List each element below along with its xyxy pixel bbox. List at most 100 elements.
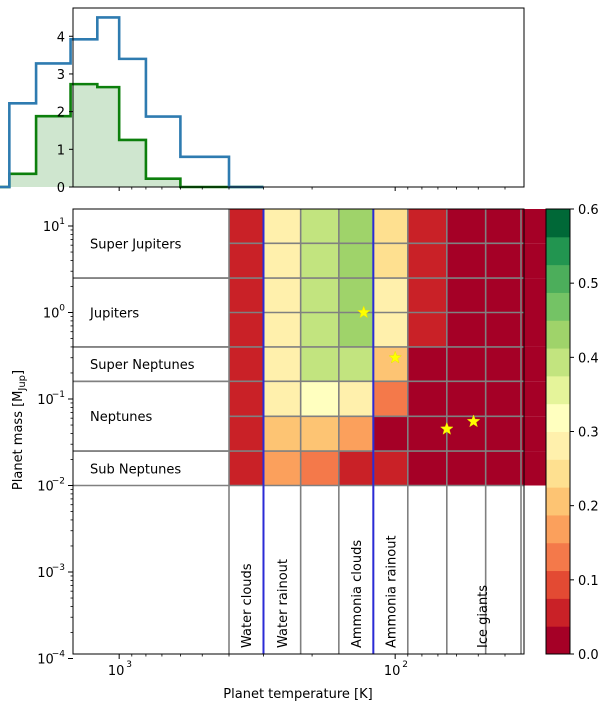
heatmap-cell	[338, 209, 374, 244]
heatmap-cell	[446, 278, 486, 313]
heatmap-cell	[446, 416, 486, 452]
heatmap-cell	[229, 209, 264, 244]
heatmap-cell	[485, 451, 522, 486]
top-ytick-label: 2	[57, 106, 65, 121]
mass-class-label: Sub Neptunes	[90, 462, 181, 477]
ytick-label-exponent: −1	[52, 390, 65, 400]
ytick-label-exponent: 0	[59, 304, 65, 314]
heatmap-cell	[338, 416, 374, 452]
heatmap-cell	[407, 209, 447, 244]
colorbar-tick-label: 0.0	[578, 648, 599, 663]
colorbar-segment	[546, 570, 570, 599]
mass-class-label: Neptunes	[90, 410, 153, 425]
colorbar: 0.0 0.1 0.2 0.3 0.4 0.5 0.6	[545, 203, 599, 663]
colorbar-segment	[546, 487, 570, 516]
heatmap-cell	[263, 243, 301, 279]
heatmap-cell	[263, 346, 301, 382]
heatmap-cell	[229, 278, 264, 313]
heatmap-cell	[407, 312, 447, 347]
ytick-label: 10	[37, 480, 54, 495]
top-histogram: 0 1 2 3 4	[0, 7, 525, 196]
colorbar-tick-label: 0.4	[578, 351, 599, 366]
heatmap-cell	[263, 278, 301, 313]
mass-class-label: Super Neptunes	[90, 358, 195, 373]
heatmap-frame	[72, 208, 525, 655]
heatmap-cell	[373, 381, 408, 417]
heatmap-cell	[446, 346, 486, 382]
heatmap-cell	[446, 312, 486, 347]
heatmap-cell	[300, 209, 339, 244]
xtick-label-exponent: 3	[126, 660, 132, 670]
temperature-region-label: Ammonia clouds	[350, 540, 365, 648]
heatmap-cell	[485, 278, 522, 313]
colorbar-tick-label: 0.3	[578, 426, 599, 441]
xtick-label-exponent: 2	[402, 660, 408, 670]
heatmap-cell	[229, 346, 264, 382]
colorbar-segment	[546, 403, 570, 432]
planet-star-marker	[439, 421, 454, 435]
heatmap-cell	[338, 381, 374, 417]
mass-temperature-heatmap: Super Jupiters Jupiters Super Neptunes Nept…	[37, 208, 558, 679]
ytick-label: 10	[43, 307, 60, 322]
hist-subset-fill	[0, 84, 264, 187]
top-plot-frame	[72, 7, 525, 188]
heatmap-cell	[300, 278, 339, 313]
heatmap-cell	[373, 209, 408, 244]
colorbar-tick-label: 0.6	[578, 203, 599, 218]
heatmap-cell	[338, 278, 374, 313]
y-axis-label-sub: Jup	[17, 375, 28, 392]
heatmap-cell	[407, 278, 447, 313]
ytick-label-exponent: −4	[52, 650, 66, 660]
heatmap-cell	[446, 381, 486, 417]
top-ytick-label: 0	[57, 181, 65, 196]
heatmap-cell	[407, 451, 447, 486]
colorbar-segment	[546, 209, 570, 238]
x-axis-label: Planet temperature [K]	[223, 687, 372, 702]
temperature-region-label: Ice giants	[476, 585, 491, 648]
colorbar-tick-label: 0.2	[578, 500, 599, 515]
colorbar-segment	[546, 431, 570, 460]
y-axis-label: Planet mass [MJup]	[11, 370, 28, 490]
heatmap-cell	[485, 346, 522, 382]
planet-star-marker	[466, 414, 481, 428]
top-ytick-label: 1	[57, 143, 65, 158]
heatmap-cell	[263, 312, 301, 347]
colorbar-segment	[546, 375, 570, 405]
heatmap-cell	[300, 451, 339, 486]
heatmap-cell	[373, 346, 408, 382]
colorbar-segment	[546, 320, 570, 349]
colorbar-segment	[546, 459, 570, 488]
heatmap-cell	[263, 451, 301, 486]
xtick-label: 10	[108, 664, 125, 679]
heatmap-cell	[263, 416, 301, 452]
heatmap-cell	[229, 451, 264, 486]
heatmap-cell	[338, 312, 374, 347]
ytick-label: 10	[43, 220, 60, 235]
colorbar-segment	[546, 598, 570, 627]
ytick-label-exponent: −2	[52, 477, 65, 487]
ytick-label: 10	[37, 653, 54, 668]
heatmap-cell	[300, 416, 339, 452]
top-plot-background	[73, 8, 524, 187]
top-ytick-label: 3	[57, 68, 65, 83]
heatmap-cell	[373, 416, 408, 452]
colorbar-segment	[546, 514, 570, 544]
heatmap-cell	[485, 243, 522, 279]
mass-class-label: Jupiters	[89, 307, 139, 322]
colorbar-segment	[546, 236, 570, 266]
heatmap-cell	[446, 209, 486, 244]
heatmap-cell	[373, 451, 408, 486]
heatmap-cell	[263, 209, 301, 244]
heatmap-cell	[485, 209, 522, 244]
top-ytick-label: 4	[57, 30, 65, 45]
mass-class-label: Super Jupiters	[90, 238, 182, 253]
heatmap-cell	[229, 416, 264, 452]
ytick-label: 10	[37, 566, 54, 581]
colorbar-tick-label: 0.1	[578, 574, 599, 589]
heatmap-cell	[300, 312, 339, 347]
heatmap-cell	[338, 451, 374, 486]
heatmap-cell	[446, 243, 486, 279]
hist-step-subset	[0, 82, 264, 189]
colorbar-segment	[546, 348, 570, 377]
